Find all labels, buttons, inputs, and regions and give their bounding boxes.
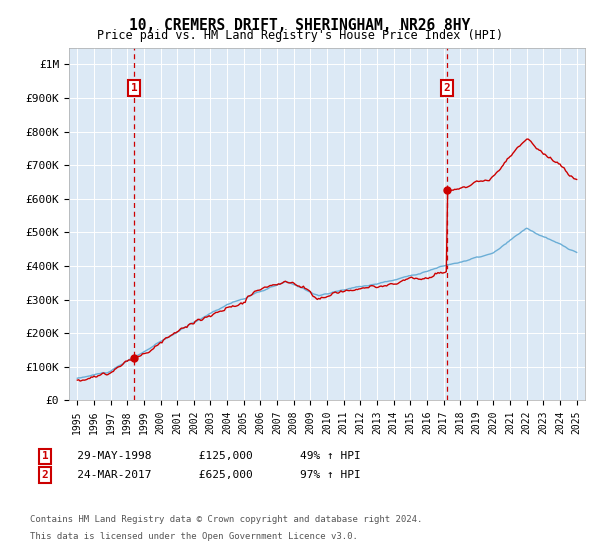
Text: 1: 1 [131, 83, 137, 93]
Text: Contains HM Land Registry data © Crown copyright and database right 2024.: Contains HM Land Registry data © Crown c… [30, 515, 422, 524]
Text: 2: 2 [444, 83, 451, 93]
Text: 2: 2 [41, 470, 49, 480]
Text: This data is licensed under the Open Government Licence v3.0.: This data is licensed under the Open Gov… [30, 532, 358, 541]
Text: 1: 1 [41, 451, 49, 461]
Text: Price paid vs. HM Land Registry's House Price Index (HPI): Price paid vs. HM Land Registry's House … [97, 29, 503, 42]
Text: 24-MAR-2017       £625,000       97% ↑ HPI: 24-MAR-2017 £625,000 97% ↑ HPI [57, 470, 361, 480]
Text: 29-MAY-1998       £125,000       49% ↑ HPI: 29-MAY-1998 £125,000 49% ↑ HPI [57, 451, 361, 461]
Text: 10, CREMERS DRIFT, SHERINGHAM, NR26 8HY: 10, CREMERS DRIFT, SHERINGHAM, NR26 8HY [130, 18, 470, 33]
